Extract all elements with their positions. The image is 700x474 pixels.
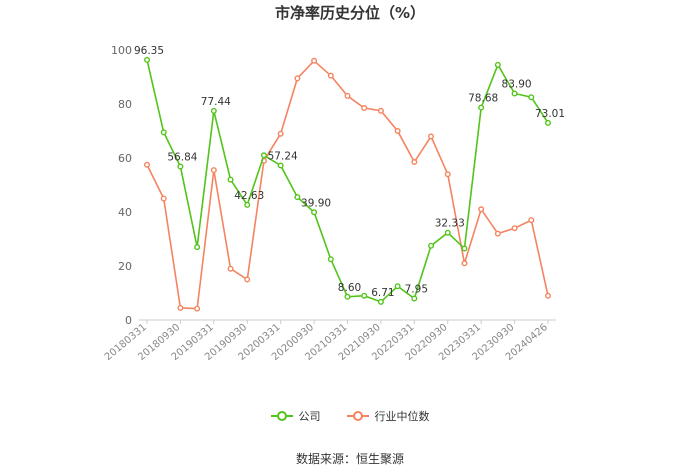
data-label-company: 8.60 (338, 282, 361, 294)
data-point-industry-median (545, 292, 552, 299)
data-point-industry-median (361, 105, 368, 112)
legend-swatch-company (270, 411, 293, 421)
data-point-company (143, 56, 150, 63)
data-point-company (244, 201, 251, 208)
series-industry-median (143, 57, 552, 312)
legend-item-industry-median[interactable]: 行业中位数 (346, 408, 430, 424)
data-point-company (160, 129, 167, 136)
y-tick-label: 80 (118, 98, 132, 111)
data-label-company: 96.35 (134, 45, 164, 57)
legend-item-company[interactable]: 公司 (270, 408, 321, 424)
data-point-company (277, 162, 284, 169)
data-point-company (545, 119, 552, 126)
data-point-company (444, 229, 451, 236)
legend-label-industry-median: 行业中位数 (374, 410, 430, 423)
data-point-industry-median (294, 75, 301, 82)
data-label-company: 39.90 (301, 197, 331, 209)
data-point-company (377, 298, 384, 305)
data-point-company (327, 256, 334, 263)
y-tick-label: 60 (118, 152, 132, 165)
data-label-company: 78.68 (468, 93, 498, 105)
data-point-industry-median (411, 159, 418, 166)
data-point-company (394, 283, 401, 290)
data-point-company (528, 94, 535, 101)
y-tick-label: 40 (118, 206, 132, 219)
data-point-company (311, 209, 318, 216)
y-tick-label: 20 (118, 260, 132, 273)
data-label-company: 57.24 (268, 150, 298, 162)
data-point-industry-median (344, 92, 351, 99)
data-point-industry-median (160, 195, 167, 202)
legend-label-company: 公司 (298, 410, 321, 423)
data-point-industry-median (194, 305, 201, 312)
data-point-company (494, 61, 501, 68)
data-point-company (411, 295, 418, 302)
data-point-company (260, 152, 267, 159)
data-label-company: 32.33 (435, 218, 465, 230)
data-point-company (194, 244, 201, 251)
data-point-industry-median (377, 107, 384, 114)
series-layer (143, 56, 552, 312)
data-point-industry-median (143, 161, 150, 168)
data-label-company: 42.63 (234, 190, 264, 202)
data-point-industry-median (244, 276, 251, 283)
line-chart-plot: 0204060801002018033120180930201903312019… (103, 44, 565, 363)
data-point-industry-median (394, 127, 401, 134)
data-point-industry-median (478, 206, 485, 213)
data-point-company (177, 163, 184, 170)
data-label-company: 6.71 (371, 287, 394, 299)
data-point-industry-median (528, 217, 535, 224)
data-point-company (210, 107, 217, 114)
data-point-industry-median (444, 171, 451, 178)
y-tick-label: 0 (125, 314, 132, 327)
series-company (143, 56, 552, 305)
data-point-industry-median (511, 225, 518, 232)
data-point-company (227, 176, 234, 183)
data-point-company (461, 245, 468, 252)
y-tick-label: 100 (111, 44, 132, 57)
data-point-company (511, 90, 518, 97)
data-point-company (428, 242, 435, 249)
data-point-company (344, 293, 351, 300)
data-point-industry-median (327, 72, 334, 79)
data-point-industry-median (177, 304, 184, 311)
legend: 公司 行业中位数 (0, 408, 700, 424)
data-point-company (294, 194, 301, 201)
legend-swatch-industry-median (346, 411, 369, 421)
chart-title: 市净率历史分位（%） (274, 4, 426, 22)
data-point-industry-median (494, 230, 501, 237)
data-point-company (478, 104, 485, 111)
data-label-company: 56.84 (167, 152, 197, 164)
data-label-company: 77.44 (201, 96, 231, 108)
data-point-industry-median (210, 167, 217, 174)
data-label-company: 7.95 (405, 284, 428, 296)
data-labels-layer: 96.35 56.84 77.44 42.63 57.24 39.90 8.60 6.71 7.… (134, 45, 565, 299)
data-label-company: 73.01 (535, 108, 565, 120)
data-point-industry-median (461, 260, 468, 267)
data-point-industry-median (277, 130, 284, 137)
data-point-company (361, 292, 368, 299)
data-point-industry-median (428, 133, 435, 140)
data-point-industry-median (227, 265, 234, 272)
data-source-note: 数据来源：恒生聚源 (295, 452, 404, 466)
data-point-industry-median (311, 57, 318, 64)
data-label-company: 83.90 (502, 78, 532, 90)
